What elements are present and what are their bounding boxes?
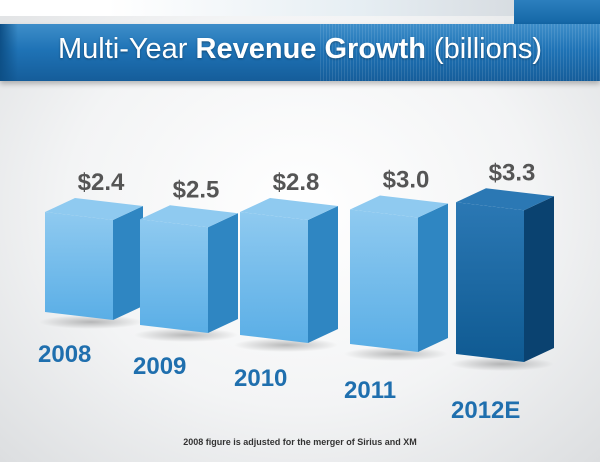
title-prefix: Multi-Year <box>57 33 196 65</box>
title-bar-texture <box>320 24 600 81</box>
category-label: 2012E <box>451 397 520 424</box>
value-label: $2.8 <box>273 169 320 196</box>
bar-side-face <box>308 206 338 343</box>
bar-shadow <box>344 347 448 361</box>
footnote: 2008 figure is adjusted for the merger o… <box>183 437 417 447</box>
value-label: $3.3 <box>489 159 536 186</box>
bar-2009 <box>134 205 238 342</box>
bar-side-face <box>418 203 448 352</box>
bar-top-face <box>140 205 238 228</box>
bar-shadow <box>134 328 238 342</box>
bar-top-face <box>45 198 143 220</box>
category-label: 2008 <box>38 341 91 368</box>
value-label: $3.0 <box>383 167 430 194</box>
bar-2012E <box>450 188 554 371</box>
bar-front-face <box>456 202 524 362</box>
title-bold: Revenue Growth <box>195 33 426 65</box>
value-label: $2.4 <box>78 169 125 196</box>
bar-2008 <box>39 198 143 329</box>
bar-side-face <box>524 196 554 362</box>
top-accent-block <box>514 0 600 24</box>
bar-2011 <box>344 195 448 361</box>
category-label: 2010 <box>234 365 287 392</box>
bar-front-face <box>350 209 418 352</box>
bar-side-face <box>208 213 238 333</box>
bar-front-face <box>240 212 308 343</box>
bar-front-face <box>45 212 113 320</box>
bar-side-face <box>113 206 143 320</box>
bar-shadow <box>450 357 554 371</box>
title-bar <box>0 24 600 81</box>
slide-title: Multi-Year Revenue Growth (billions) <box>0 33 600 66</box>
category-label: 2009 <box>133 353 186 380</box>
category-label: 2011 <box>344 377 396 404</box>
title-bar-edge <box>0 24 18 81</box>
bar-top-face <box>240 198 338 220</box>
title-suffix: (billions) <box>425 33 542 65</box>
value-label: $2.5 <box>173 176 220 203</box>
top-stripe <box>0 0 600 16</box>
bar-front-face <box>140 219 208 333</box>
bar-shadow <box>234 338 338 352</box>
bar-top-face <box>350 195 448 218</box>
bar-2010 <box>234 198 338 352</box>
bar-top-face <box>456 188 554 211</box>
bar-shadow <box>39 315 143 329</box>
